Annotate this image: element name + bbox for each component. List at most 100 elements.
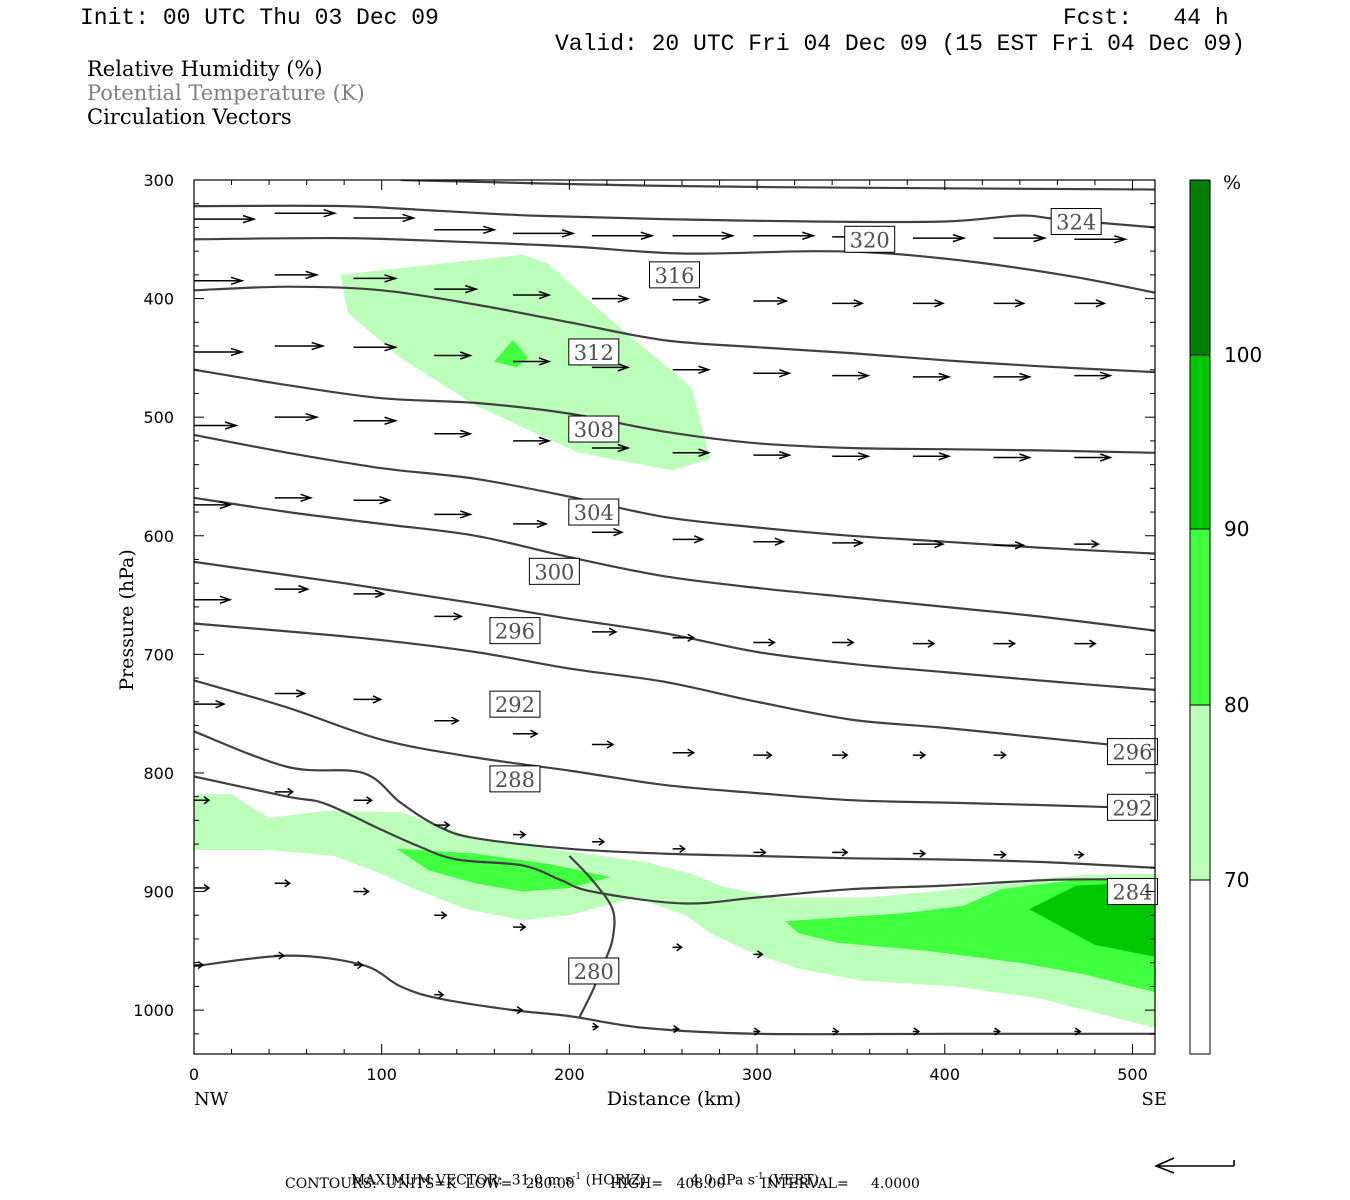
theta-label-text: 280 bbox=[574, 960, 614, 984]
vector-arrow bbox=[993, 233, 1048, 243]
legend-relative-humidity: Relative Humidity (%) bbox=[87, 57, 323, 81]
vector-head bbox=[366, 796, 373, 805]
theta-contour-316 bbox=[194, 285, 1155, 374]
vector-head bbox=[305, 270, 320, 280]
theta-label: 312 bbox=[568, 338, 620, 366]
vector-head bbox=[465, 284, 479, 294]
max-vector-vert-value: 4.0 dPa s bbox=[690, 1172, 755, 1189]
vector-head bbox=[305, 412, 320, 422]
vector-head bbox=[1114, 235, 1128, 244]
vector-head bbox=[779, 450, 792, 460]
vector-arrow bbox=[434, 351, 473, 360]
vector-arrow bbox=[993, 751, 1007, 760]
vector-arrow bbox=[993, 372, 1032, 382]
vector-head bbox=[853, 538, 865, 548]
vector-arrow bbox=[274, 208, 338, 218]
colorbar-level-label: 90 bbox=[1224, 517, 1249, 541]
vector-head bbox=[363, 887, 370, 896]
vector-head bbox=[357, 960, 364, 970]
y-tick-label: 800 bbox=[143, 764, 174, 783]
vector-arrow bbox=[274, 689, 307, 698]
colorbar-band bbox=[1190, 180, 1210, 355]
max-vector-vert-label: (VERT) bbox=[768, 1172, 820, 1189]
vector-head bbox=[1074, 1027, 1082, 1036]
vector-head bbox=[1008, 639, 1017, 648]
vector-arrow bbox=[753, 537, 786, 546]
vector-head bbox=[857, 371, 871, 380]
vector-arrow bbox=[434, 284, 479, 294]
cross-section-plot: 324 320 316 312 308 304 300 296 292 288 296 292 284 2… bbox=[116, 171, 1262, 1110]
colorbar-level-label: 70 bbox=[1224, 868, 1249, 892]
theta-label-text: 292 bbox=[495, 693, 535, 717]
vector-arrow bbox=[513, 1006, 524, 1015]
vector-head bbox=[679, 844, 686, 853]
vector-head bbox=[759, 848, 767, 857]
vector-arrow bbox=[591, 837, 606, 846]
vector-head bbox=[516, 1006, 524, 1015]
theta-label: 288 bbox=[489, 765, 541, 793]
vector-head bbox=[215, 699, 226, 709]
vector-arrow bbox=[194, 699, 226, 709]
theta-contour-296 bbox=[194, 622, 1155, 751]
vector-arrow bbox=[591, 443, 631, 453]
vector-arrow bbox=[194, 883, 211, 893]
theta-label-text: 320 bbox=[850, 228, 890, 252]
x-tick-label: 200 bbox=[554, 1065, 585, 1084]
theta-label-box bbox=[1106, 738, 1158, 766]
vector-arrow bbox=[912, 639, 936, 648]
vector-head bbox=[640, 231, 655, 240]
plot-frame bbox=[193, 179, 1156, 1055]
colorbar-band bbox=[1190, 880, 1210, 1054]
theta-label-text: 308 bbox=[574, 418, 614, 442]
vector-arrow bbox=[434, 821, 451, 830]
vector-arrow bbox=[912, 452, 952, 461]
vector-head bbox=[1077, 850, 1085, 859]
vector-head bbox=[203, 883, 211, 893]
reference-vector-arrow bbox=[1153, 1157, 1235, 1174]
vector-arrow bbox=[832, 538, 865, 548]
vector-arrow bbox=[434, 911, 448, 920]
vector-arrow bbox=[434, 990, 445, 999]
vector-head bbox=[598, 837, 606, 846]
vector-arrow bbox=[912, 372, 952, 382]
vector-head bbox=[938, 452, 952, 461]
legend-circulation-vectors: Circulation Vectors bbox=[87, 105, 292, 129]
vector-arrow bbox=[912, 751, 927, 760]
vector-arrow bbox=[353, 589, 386, 599]
vector-arrow bbox=[274, 951, 286, 960]
vector-arrow bbox=[353, 796, 373, 805]
vector-arrow bbox=[274, 879, 292, 888]
y-tick-label: 300 bbox=[143, 171, 174, 190]
vector-head bbox=[687, 748, 696, 757]
vector-head bbox=[687, 633, 696, 642]
vector-arrow bbox=[194, 421, 239, 430]
vector-arrow bbox=[993, 1027, 1001, 1036]
vector-head bbox=[459, 510, 473, 519]
theta-label-text: 296 bbox=[1112, 741, 1152, 765]
init-time: Init: 00 UTC Thu 03 Dec 09 bbox=[80, 5, 439, 31]
theta-label: 324 bbox=[1050, 208, 1102, 236]
vector-arrow bbox=[912, 539, 945, 549]
x-end-label-se: SE bbox=[1142, 1089, 1167, 1110]
vector-arrow bbox=[274, 341, 326, 351]
vector-head bbox=[832, 1027, 840, 1036]
vector-arrow bbox=[274, 584, 310, 594]
vector-arrow bbox=[672, 448, 711, 457]
vector-head bbox=[721, 231, 736, 240]
vector-head bbox=[1099, 371, 1113, 380]
vector-arrow bbox=[672, 633, 696, 642]
theta-contour-304 bbox=[194, 496, 1155, 632]
vector-arrow bbox=[1074, 453, 1113, 462]
x-axis-title: Distance (km) bbox=[607, 1088, 742, 1110]
theta-label: 296 bbox=[489, 617, 541, 645]
vector-head bbox=[608, 627, 618, 636]
vector-head bbox=[841, 751, 849, 760]
theta-label-text: 312 bbox=[574, 341, 614, 365]
max-vector-horiz-value: MAXIMUM VECTOR: 31.0 m s bbox=[350, 1172, 573, 1189]
vector-arrow bbox=[1074, 639, 1097, 648]
theta-contour-280 bbox=[568, 855, 616, 1019]
colorbar-level-label: 80 bbox=[1224, 693, 1249, 717]
vector-head bbox=[673, 1024, 680, 1034]
theta-contour-288 bbox=[194, 730, 1155, 869]
colorbar-band bbox=[1190, 705, 1210, 880]
